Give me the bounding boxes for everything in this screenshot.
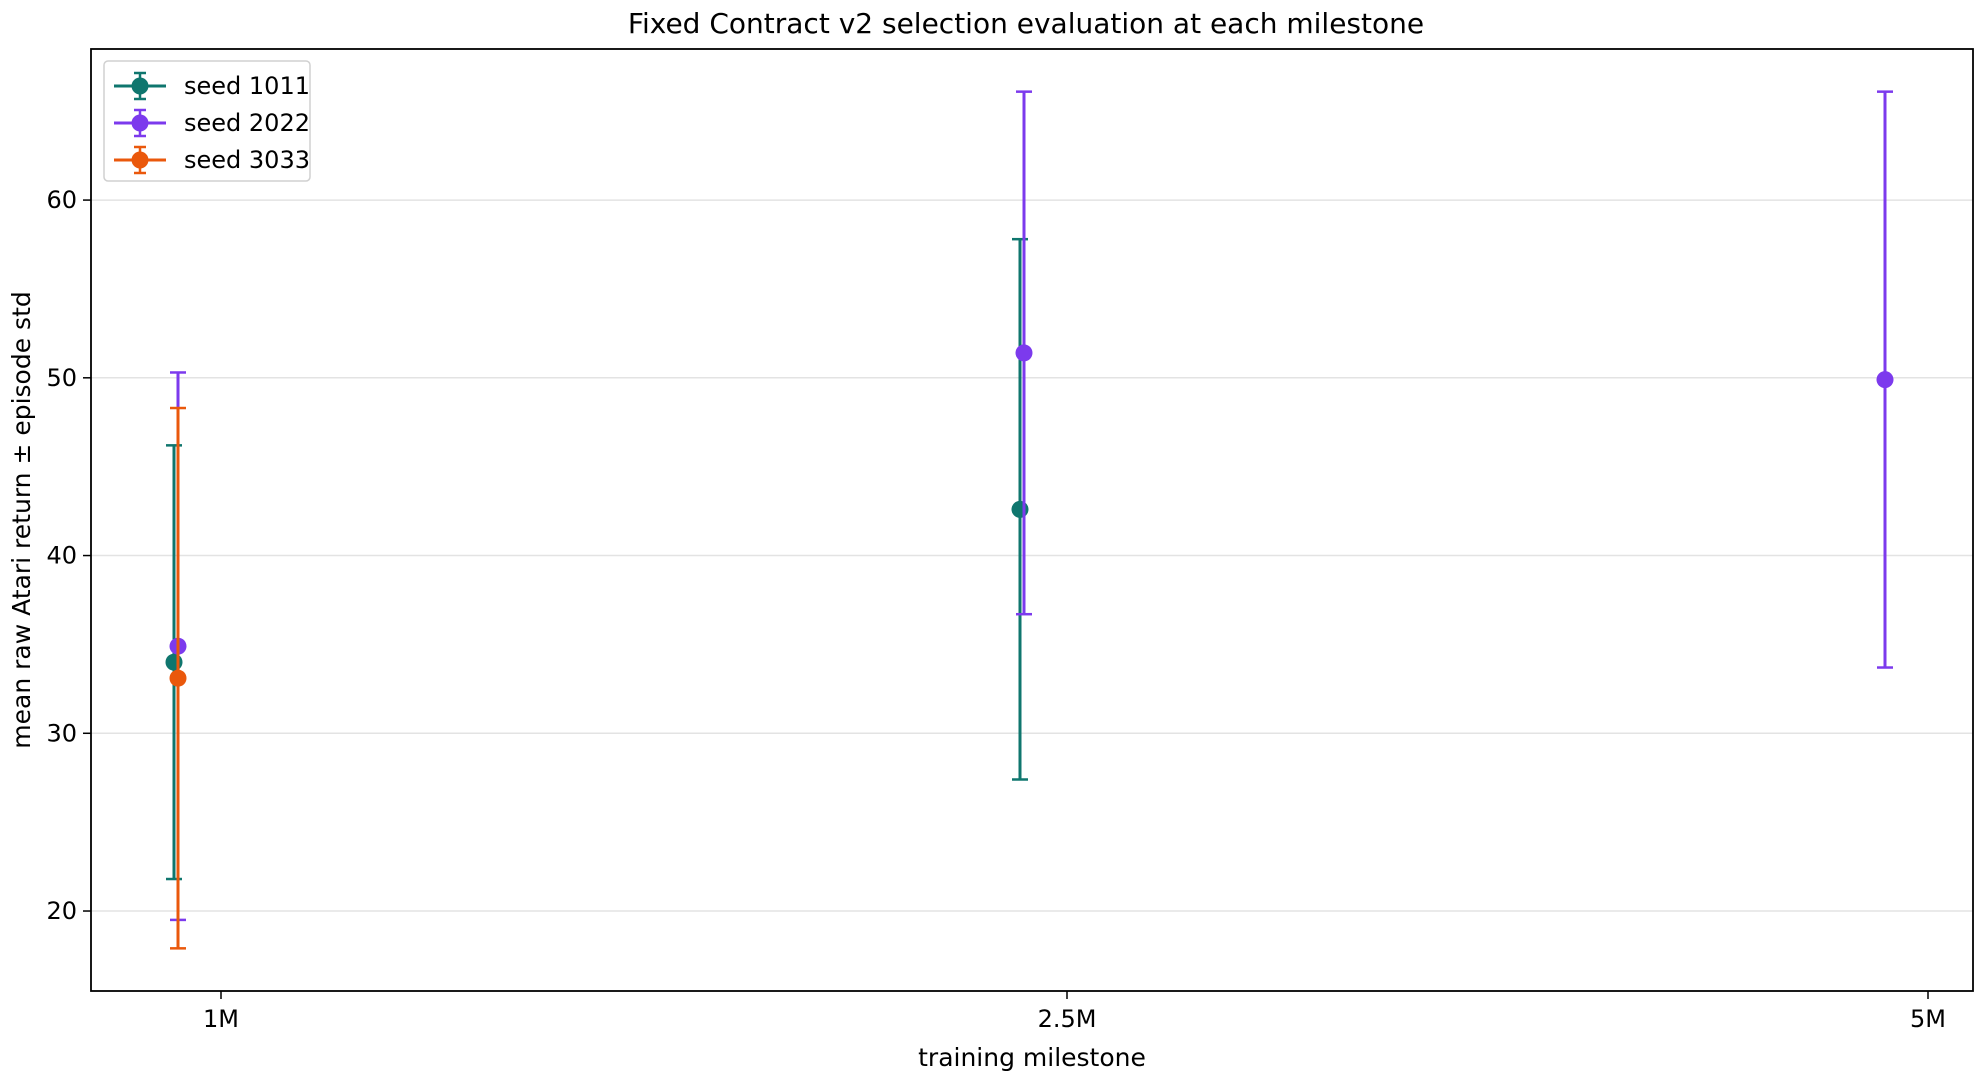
x-axis-ticks: 1M 2.5M 5M bbox=[203, 991, 1946, 1033]
y-tick-label: 30 bbox=[46, 719, 77, 747]
y-tick-label: 60 bbox=[46, 186, 77, 214]
legend-item: seed 1011 bbox=[114, 71, 310, 101]
plot-frame bbox=[90, 48, 1974, 992]
series-seed-1011 bbox=[165, 237, 1029, 881]
y-tick-label: 20 bbox=[46, 897, 77, 925]
legend: seed 1011 seed 2022 seed 3033 bbox=[103, 60, 311, 182]
mean-point bbox=[1876, 371, 1894, 389]
grid-lines bbox=[91, 199, 1973, 912]
mean-point bbox=[1015, 344, 1033, 362]
y-tick-label: 50 bbox=[46, 364, 77, 392]
legend-box bbox=[103, 60, 311, 182]
series-seed-2022 bbox=[169, 90, 1894, 922]
y-tick-label: 40 bbox=[46, 542, 77, 570]
legend-marker bbox=[131, 151, 149, 169]
legend-marker bbox=[131, 77, 149, 95]
mean-point bbox=[1011, 500, 1029, 518]
legend-marker bbox=[131, 114, 149, 132]
x-tick-label: 2.5M bbox=[1038, 1005, 1097, 1033]
plot-series bbox=[165, 90, 1894, 950]
legend-item: seed 3033 bbox=[114, 145, 310, 175]
y-axis-label: mean raw Atari return ± episode std bbox=[7, 291, 36, 748]
legend-label: seed 2022 bbox=[184, 109, 310, 137]
y-axis-ticks: 20 30 40 50 60 bbox=[46, 186, 91, 925]
chart-title: Fixed Contract v2 selection evaluation a… bbox=[628, 7, 1424, 40]
x-tick-label: 5M bbox=[1910, 1005, 1946, 1033]
legend-label: seed 3033 bbox=[184, 146, 310, 174]
legend-item: seed 2022 bbox=[114, 108, 310, 138]
legend-label: seed 1011 bbox=[184, 72, 310, 100]
x-axis-label: training milestone bbox=[918, 1043, 1146, 1072]
x-tick-label: 1M bbox=[203, 1005, 239, 1033]
series-seed-3033 bbox=[169, 406, 187, 950]
mean-point bbox=[165, 653, 183, 671]
mean-point bbox=[169, 669, 187, 687]
